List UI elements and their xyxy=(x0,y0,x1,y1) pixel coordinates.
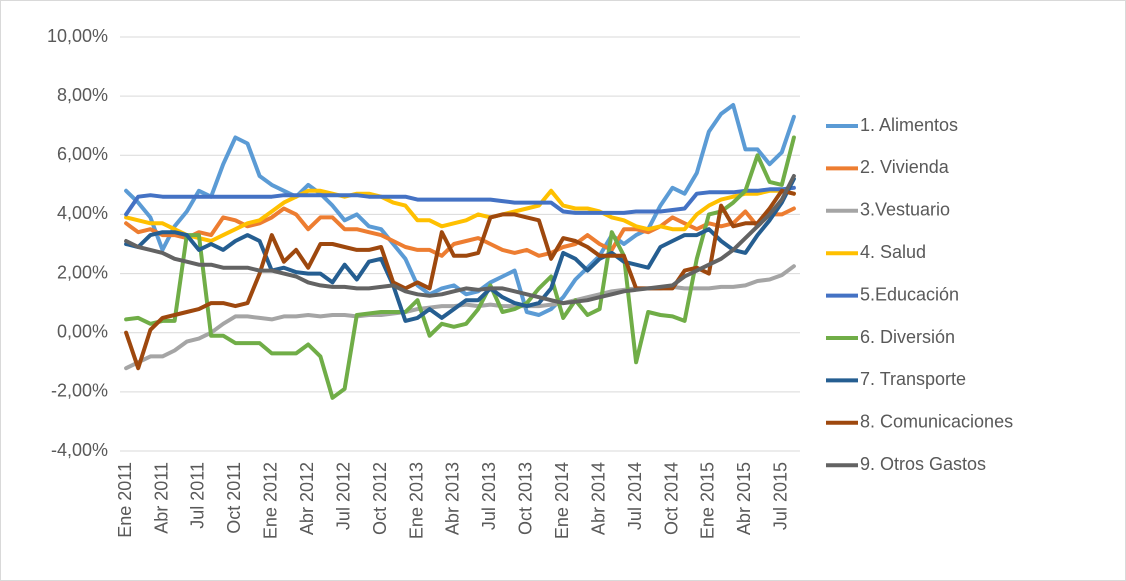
x-tick-label: Ene 2015 xyxy=(698,462,718,539)
legend-label: 6. Diversión xyxy=(860,327,955,347)
series-line xyxy=(124,206,796,258)
legend-label: 8. Comunicaciones xyxy=(860,412,1013,432)
x-tick-label: Jul 2011 xyxy=(188,462,208,529)
series-line xyxy=(124,174,796,306)
y-tick-label: -4,00% xyxy=(51,440,108,460)
x-tick-label: Abr 2015 xyxy=(734,462,754,535)
x-tick-label: Ene 2012 xyxy=(261,462,281,539)
x-tick-label: Oct 2011 xyxy=(224,462,244,534)
y-tick-label: 6,00% xyxy=(57,144,108,164)
y-tick-label: 0,00% xyxy=(57,321,108,341)
x-tick-label: Jul 2012 xyxy=(333,462,353,530)
x-tick-label: Ene 2014 xyxy=(552,462,572,539)
series-line xyxy=(124,188,796,243)
x-tick-label: Abr 2014 xyxy=(588,462,608,535)
series-line xyxy=(124,135,796,400)
legend-label: 3.Vestuario xyxy=(860,200,950,220)
y-tick-label: 4,00% xyxy=(57,203,108,223)
x-tick-label: Oct 2013 xyxy=(516,462,536,535)
series-line xyxy=(124,188,796,371)
legend-label: 7. Transporte xyxy=(860,369,966,389)
x-tick-label: Ene 2013 xyxy=(406,462,426,539)
x-tick-label: Ene 2011 xyxy=(115,462,135,538)
y-tick-label: -2,00% xyxy=(51,381,108,401)
x-tick-label: Jul 2014 xyxy=(625,462,645,530)
series-line xyxy=(124,176,796,323)
legend-label: 1. Alimentos xyxy=(860,115,958,135)
y-tick-label: 2,00% xyxy=(57,262,108,282)
x-tick-label: Abr 2012 xyxy=(297,462,317,535)
y-tick-label: 10,00% xyxy=(47,26,108,46)
legend-label: 4. Salud xyxy=(860,242,926,262)
x-tick-label: Abr 2011 xyxy=(151,462,171,534)
series-line xyxy=(124,185,796,217)
x-tick-label: Jul 2015 xyxy=(771,462,791,530)
legend-label: 5.Educación xyxy=(860,284,959,304)
x-tick-label: Abr 2013 xyxy=(443,462,463,535)
x-tick-label: Oct 2014 xyxy=(661,462,681,535)
y-tick-label: 8,00% xyxy=(57,85,108,105)
x-tick-label: Oct 2012 xyxy=(370,462,390,535)
x-tick-label: Jul 2013 xyxy=(479,462,499,530)
legend-label: 2. Vivienda xyxy=(860,157,950,177)
legend-label: 9. Otros Gastos xyxy=(860,454,986,474)
